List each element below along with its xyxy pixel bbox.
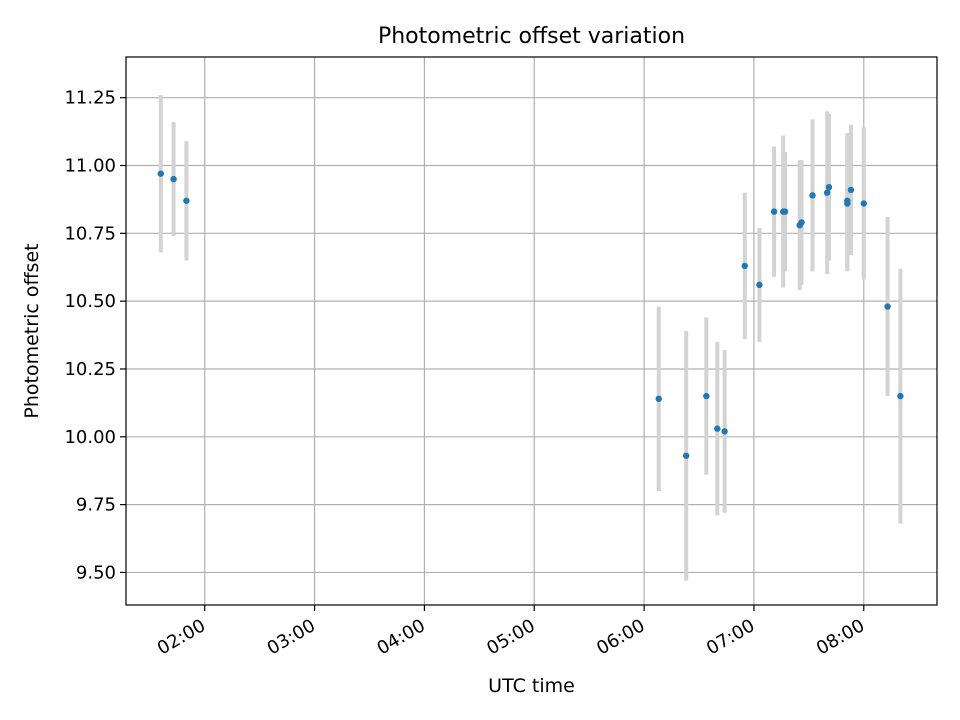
y-tick-label: 9.75 (76, 495, 116, 516)
data-point (682, 452, 690, 459)
data-point (703, 392, 710, 400)
y-tick-label: 10.25 (64, 359, 116, 380)
data-point (721, 428, 728, 435)
data-point (170, 175, 177, 183)
data-point (714, 425, 721, 432)
y-axis-label: Photometric offset (21, 243, 43, 418)
plot-frame (125, 56, 938, 606)
y-tick-label: 11.00 (64, 156, 116, 177)
data-point (770, 208, 778, 215)
data-points (157, 170, 904, 459)
data-point (655, 395, 662, 403)
y-tick-label: 9.50 (76, 562, 116, 583)
data-point (844, 197, 851, 204)
y-tick-label: 11.25 (64, 88, 116, 109)
data-point (823, 189, 831, 196)
y-axis-ticks: 9.50 9.75 10.00 10.25 10.50 10.75 11.00 11.25 (64, 88, 126, 583)
y-tick-label: 10.00 (64, 427, 116, 448)
data-point (847, 186, 855, 194)
x-axis-label: UTC time (488, 675, 575, 697)
data-point (157, 170, 164, 177)
data-point (741, 262, 748, 270)
data-point (183, 197, 190, 204)
data-point (756, 281, 763, 289)
data-point (860, 200, 867, 207)
data-point (897, 392, 904, 400)
data-point (781, 208, 789, 215)
y-tick-label: 10.50 (64, 291, 116, 312)
y-tick-label: 10.75 (64, 223, 116, 244)
chart-title: Photometric offset variation (378, 24, 685, 49)
data-point (825, 184, 833, 191)
data-point (798, 219, 805, 226)
data-point (884, 303, 891, 310)
data-point (809, 192, 816, 199)
